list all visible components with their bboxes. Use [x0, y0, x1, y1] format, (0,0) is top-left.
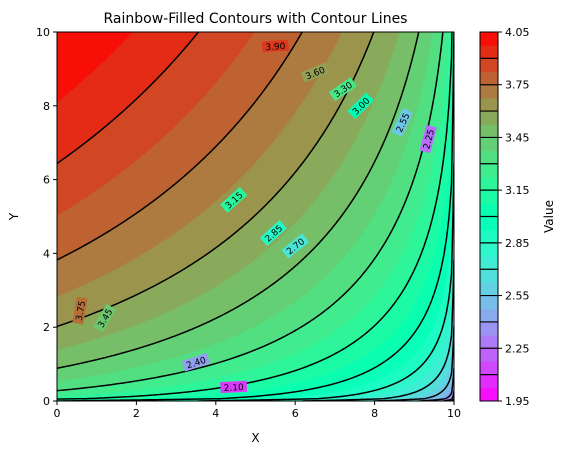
- contour-label-bg: [181, 352, 211, 372]
- colorbar-band: [480, 84, 498, 99]
- plot-area: 3.903.603.303.002.552.253.152.852.703.75…: [56, 31, 455, 402]
- y-tick-label: 4: [43, 247, 50, 260]
- colorbar-band: [480, 242, 498, 257]
- y-tick-label: 10: [36, 26, 50, 39]
- colorbar-tick-label: 3.75: [505, 79, 530, 92]
- plot-frame: [56, 31, 455, 402]
- colorbar-band: [480, 32, 498, 46]
- colorbar-tick-label: 3.45: [505, 131, 530, 144]
- contour-label-bg: [261, 39, 289, 53]
- colorbar-band: [480, 229, 498, 244]
- contour-label-bg: [93, 303, 117, 333]
- colorbar-band: [480, 335, 498, 349]
- contour-label-text: 2.10: [223, 383, 244, 394]
- contour-line-2.85: [198, 163, 454, 401]
- colorbar-band: [480, 45, 498, 59]
- colorbar-tick-label: 1.95: [505, 395, 530, 408]
- contour-label-text: 3.75: [75, 300, 88, 321]
- colorbar-band: [480, 176, 498, 191]
- y-tick-label: 6: [43, 174, 50, 187]
- contour-labels: 3.903.603.303.002.552.253.152.852.703.75…: [72, 39, 437, 394]
- contour-line-3.75: [57, 32, 303, 261]
- colorbar-band: [480, 308, 498, 323]
- colorbar-band: [480, 58, 498, 73]
- colorbar-band: [480, 97, 498, 112]
- colorbar-tick-label: 2.25: [505, 342, 530, 355]
- filled-contour-raster: [57, 32, 454, 401]
- x-tick-label: 4: [212, 407, 219, 420]
- y-axis: 0 2 4 6 8 10: [36, 26, 57, 408]
- contour-label-bg: [328, 77, 357, 102]
- contour-label-bg: [300, 62, 330, 83]
- colorbar-band: [480, 163, 498, 178]
- contour-label-3.90: 3.90: [261, 39, 289, 53]
- x-tick-label: 8: [371, 407, 378, 420]
- colorbar-band: [480, 321, 498, 336]
- contour-label-3.75: 3.75: [72, 296, 88, 325]
- contour-label-bg: [391, 108, 413, 137]
- contour-label-bg: [72, 296, 88, 325]
- colorbar-label: Value: [542, 200, 556, 233]
- x-tick-label: 0: [54, 407, 61, 420]
- colorbar-band: [480, 374, 498, 389]
- colorbar: 1.95 2.25 2.55 2.85 3.15 3.45 3.75 4.05: [479, 26, 530, 408]
- colorbar-band: [480, 124, 498, 138]
- contour-line-3.45: [57, 32, 420, 369]
- colorbar-tick-label: 2.85: [505, 237, 530, 250]
- colorbar-band: [480, 150, 498, 165]
- contour-label-bg: [281, 233, 309, 259]
- y-axis-label: Y: [7, 212, 21, 221]
- x-tick-label: 10: [447, 407, 461, 420]
- contour-label-bg: [259, 220, 287, 247]
- colorbar-band: [480, 295, 498, 310]
- contour-label-2.10: 2.10: [220, 380, 248, 394]
- x-tick-label: 6: [292, 407, 299, 420]
- contour-label-bg: [220, 186, 248, 213]
- x-tick-label: 2: [133, 407, 140, 420]
- contour-label-bg: [419, 124, 437, 154]
- colorbar-band: [480, 137, 498, 152]
- contour-line-3.15: [57, 32, 453, 400]
- colorbar-band: [480, 256, 498, 270]
- y-tick-label: 0: [43, 395, 50, 408]
- colorbar-tick-label: 3.15: [505, 184, 530, 197]
- chart-title: Rainbow-Filled Contours with Contour Lin…: [104, 11, 408, 27]
- y-tick-label: 2: [43, 321, 50, 334]
- colorbar-band: [480, 269, 498, 283]
- colorbar-band: [480, 361, 498, 376]
- contour-lines: [57, 32, 454, 401]
- colorbar-band: [480, 71, 498, 86]
- contour-line-3.30: [57, 32, 444, 392]
- colorbar-tick-label: 4.05: [505, 26, 530, 39]
- colorbar-tick-label: 2.55: [505, 290, 530, 303]
- x-axis-label: X: [251, 431, 259, 445]
- contour-label-bg: [347, 92, 374, 120]
- colorbar-frame: [479, 31, 499, 402]
- y-tick-label: 8: [43, 100, 50, 113]
- colorbar-band: [480, 348, 498, 362]
- colorbar-band: [480, 216, 498, 231]
- colorbar-band: [480, 190, 498, 204]
- colorbar-band: [480, 111, 498, 125]
- x-axis: 0 2 4 6 8 10: [54, 401, 461, 420]
- contour-label-text: 3.90: [265, 42, 286, 53]
- colorbar-band: [480, 203, 498, 217]
- contour-label-bg: [220, 380, 248, 394]
- colorbar-band: [480, 387, 498, 402]
- colorbar-band: [480, 282, 498, 297]
- contour-line-3.90: [57, 32, 200, 165]
